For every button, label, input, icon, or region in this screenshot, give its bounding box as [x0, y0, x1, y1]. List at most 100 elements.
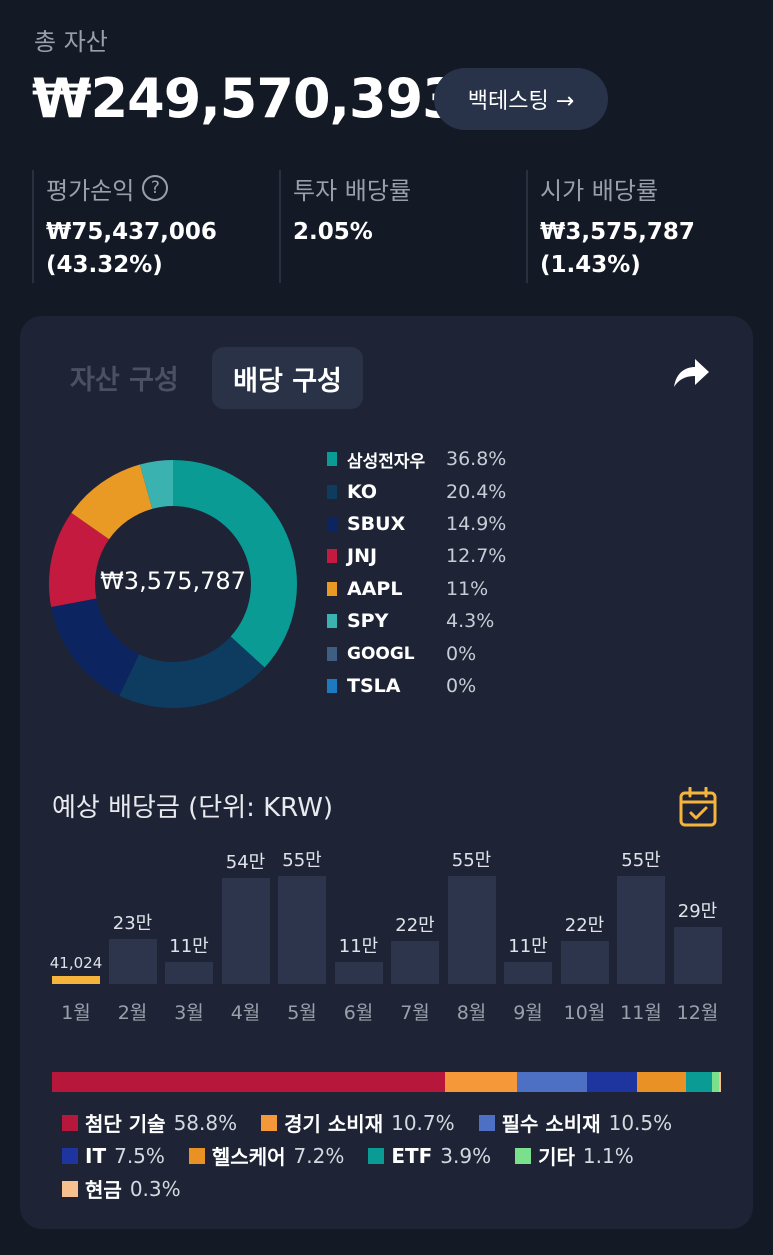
- legend-name: TSLA: [347, 674, 401, 697]
- month-bar-value: 55만: [621, 850, 661, 871]
- month-label: 3월: [174, 1002, 204, 1024]
- donut-slice-5: [139, 460, 173, 509]
- legend-swatch: [327, 452, 337, 467]
- legend-swatch: [327, 614, 337, 629]
- sector-swatch: [515, 1147, 532, 1164]
- sector-pct: 7.5%: [114, 1143, 165, 1168]
- tab-asset-composition[interactable]: 자산 구성: [70, 364, 179, 396]
- month-label: 12월: [676, 1002, 719, 1024]
- sector-name: 필수 소비재: [501, 1112, 601, 1136]
- sector-name: 기타: [538, 1145, 575, 1169]
- stat-label: 투자 배당률: [293, 176, 412, 205]
- month-bar[interactable]: [278, 876, 326, 984]
- sector-stack-bar: [52, 1072, 721, 1092]
- month-bar[interactable]: [447, 876, 496, 984]
- sector-segment: [711, 1072, 719, 1092]
- monthly-dividend-chart: 41,024 23만 11만 54만 55만 11만 22만 55만 11만 22만 55만 29만: [50, 850, 722, 984]
- month-label: 1월: [61, 1002, 91, 1024]
- legend-swatch: [327, 646, 337, 661]
- sector-name: 경기 소비재: [284, 1112, 384, 1136]
- month-label: 6월: [343, 1002, 374, 1024]
- legend-swatch: [327, 484, 337, 499]
- sector-segment: [445, 1072, 517, 1092]
- sector-segment: [637, 1072, 686, 1092]
- legend-pct: 12.7%: [446, 545, 507, 568]
- month-bar[interactable]: [108, 938, 157, 984]
- month-bar[interactable]: [52, 976, 100, 984]
- month-bar[interactable]: [334, 962, 383, 984]
- month-bar[interactable]: [391, 940, 439, 984]
- sector-pct: 58.8%: [173, 1110, 238, 1135]
- month-label: 2월: [117, 1002, 148, 1024]
- sector-swatch: [188, 1147, 205, 1164]
- legend-swatch: [327, 516, 337, 531]
- total-assets-label: 총 자산: [34, 28, 108, 56]
- month-label: 9월: [513, 1002, 543, 1024]
- legend-name: KO: [347, 480, 378, 503]
- legend-pct: 11%: [446, 577, 489, 600]
- donut-slice-3: [48, 512, 110, 608]
- legend-item: AAPL 11%: [327, 573, 527, 605]
- legend-name: JNJ: [347, 545, 378, 568]
- month-label: 5월: [287, 1002, 317, 1024]
- donut-slice-4: [71, 464, 153, 540]
- month-bar-value: 22만: [395, 914, 435, 936]
- sector-swatch: [478, 1114, 495, 1131]
- sector-segment: [718, 1072, 721, 1092]
- tab-dividend-composition[interactable]: 배당 구성: [212, 347, 363, 409]
- sector-name: 첨단 기술: [85, 1112, 166, 1136]
- sector-legend-item: IT 7.5%: [62, 1144, 165, 1168]
- month-label: 11월: [620, 1002, 662, 1024]
- donut-slice-0: [173, 460, 297, 668]
- month-bar[interactable]: [504, 962, 552, 984]
- donut-slice-2: [51, 598, 140, 696]
- legend-item: SBUX 14.9%: [327, 508, 527, 540]
- sector-swatch: [62, 1147, 78, 1164]
- sector-swatch: [62, 1180, 78, 1197]
- month-bar-value: 11만: [338, 936, 379, 958]
- sector-legend-row: 첨단 기술 58.8% 경기 소비재 10.7% 필수 소비재 10.5%: [62, 1106, 742, 1139]
- sector-swatch: [62, 1114, 78, 1131]
- stat-label: 시가 배당률: [540, 176, 659, 205]
- month-bar[interactable]: [560, 940, 609, 984]
- month-bar-value: 41,024: [49, 954, 103, 972]
- legend-name: GOOGL: [347, 643, 415, 664]
- month-bar-value: 55만: [282, 850, 322, 871]
- share-icon[interactable]: [670, 353, 712, 395]
- legend-pct: 0%: [446, 642, 477, 665]
- calendar-icon[interactable]: [679, 786, 717, 827]
- sector-pct: 1.1%: [582, 1143, 634, 1168]
- stat-invest-yield: 투자 배당률 2.05%: [279, 170, 411, 283]
- legend-pct: 0%: [446, 674, 477, 697]
- sector-swatch: [368, 1147, 385, 1164]
- month-bar[interactable]: [617, 876, 665, 984]
- month-bar-value: 54만: [225, 851, 266, 873]
- backtest-button[interactable]: 백테스팅 →: [434, 68, 608, 130]
- sector-legend: 첨단 기술 58.8% 경기 소비재 10.7% 필수 소비재 10.5% IT 7.5% 헬스…: [62, 1106, 742, 1205]
- month-bar[interactable]: [221, 877, 270, 984]
- legend-name: 삼성전자우: [347, 451, 426, 472]
- month-bar-value: 29만: [677, 901, 718, 923]
- sector-segment: [516, 1072, 588, 1092]
- sector-legend-item: 경기 소비재 10.7%: [261, 1108, 455, 1137]
- sector-segment: [52, 1072, 446, 1092]
- sector-legend-item: 헬스케어 7.2%: [188, 1141, 345, 1170]
- sector-pct: 7.2%: [293, 1143, 345, 1168]
- sector-legend-row: IT 7.5% 헬스케어 7.2% ETF 3.9% 기타 1.1%: [62, 1139, 742, 1172]
- sector-pct: 0.3%: [129, 1176, 181, 1201]
- sector-swatch: [261, 1114, 278, 1131]
- month-bar[interactable]: [165, 962, 213, 984]
- month-bar-value: 11만: [169, 936, 209, 958]
- sector-segment: [587, 1072, 638, 1092]
- month-bar[interactable]: [673, 927, 722, 984]
- stat-value: 2.05%: [293, 219, 373, 245]
- month-label: 7월: [400, 1002, 430, 1024]
- legend-pct: 36.8%: [446, 448, 507, 471]
- legend-pct: 14.9%: [446, 512, 507, 535]
- legend-item: TSLA 0%: [327, 670, 527, 702]
- donut-legend: 삼성전자우 36.8% KO 20.4% SBUX 14.9% JNJ 12.7% AAPL 11…: [327, 443, 527, 702]
- legend-swatch: [327, 549, 337, 564]
- help-icon[interactable]: ?: [142, 175, 169, 201]
- month-label: 8월: [456, 1002, 487, 1024]
- sector-legend-row: 현금 0.3%: [62, 1172, 742, 1205]
